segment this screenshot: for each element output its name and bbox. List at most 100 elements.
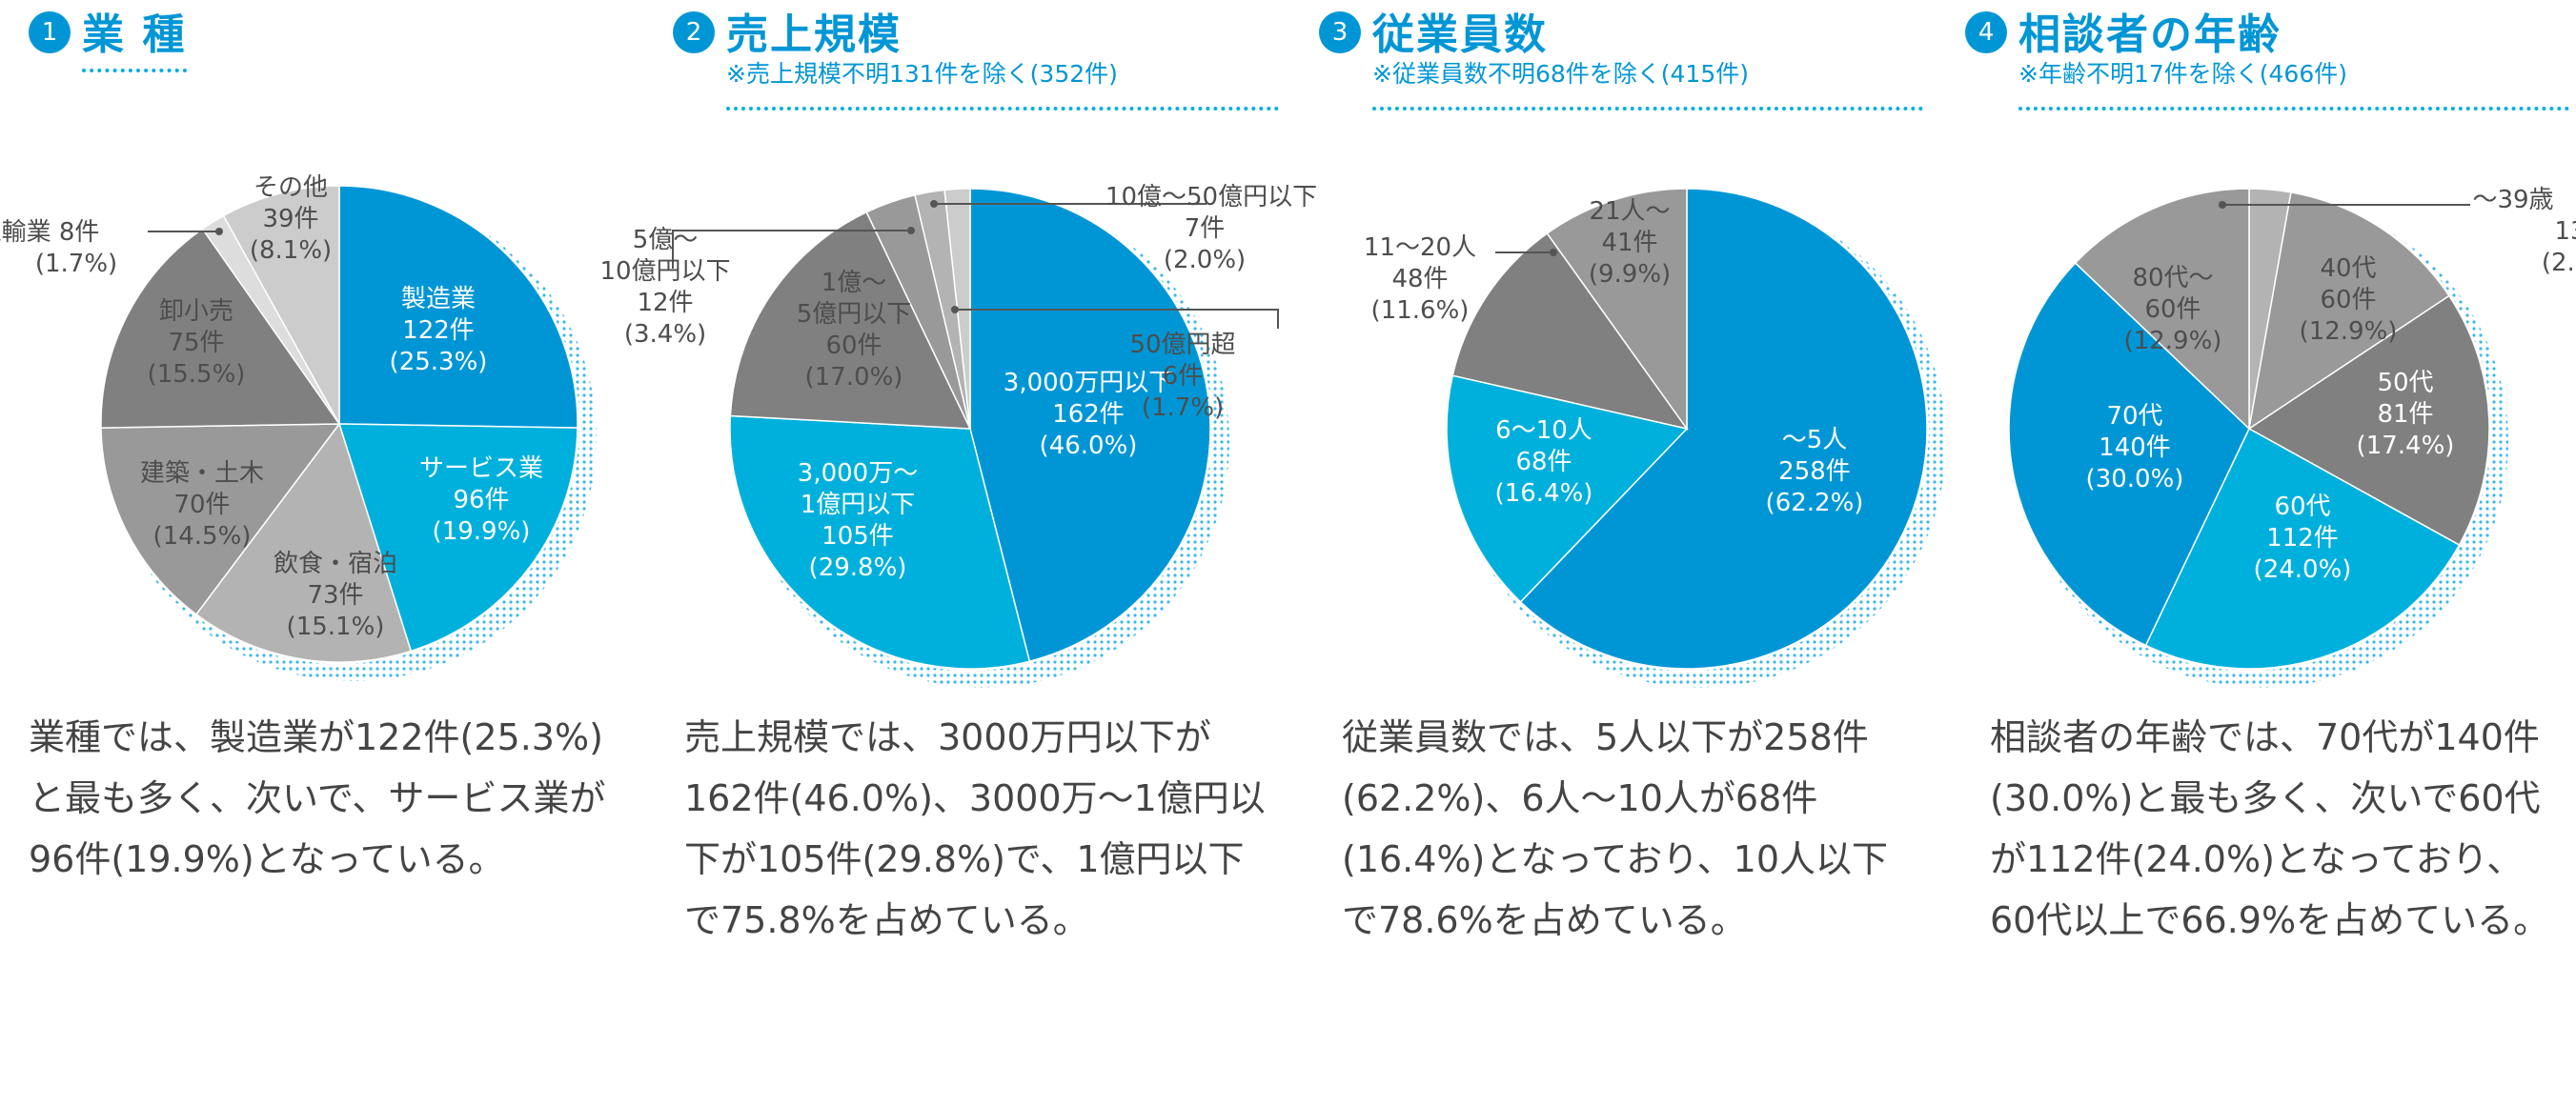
slice-label: 10億〜50億円以下 7件 (2.0%) xyxy=(1105,183,1317,274)
slice-label-line: (2.0%) xyxy=(1164,246,1246,274)
panel-title: 売上規模 xyxy=(726,10,902,59)
description-text: 売上規模では、3000万円以下が162件(46.0%)、3000万〜1億円以下が… xyxy=(684,716,1266,941)
slice-label-line: (62.2%) xyxy=(1766,489,1864,517)
panel-title: 業 種 xyxy=(82,10,187,59)
slice-label-line: 建築・土木 xyxy=(140,459,264,488)
pie-chart-employees: 〜5人 258件 (62.2%) 6〜10人 68件 (16.4%) 11〜20人 48件 (1… xyxy=(1364,187,1946,688)
slice-label-line: (2.8%) xyxy=(2542,249,2576,277)
pie-slice-6 xyxy=(2074,188,2250,431)
label-leader-dot xyxy=(930,200,938,208)
slice-label: 70代 140件 (30.0%) xyxy=(2086,402,2184,493)
pie-slice-3 xyxy=(1451,231,1689,431)
panel-number-badge: 3 xyxy=(1319,11,1361,53)
slice-label: 製造業 122件 (25.3%) xyxy=(390,285,488,376)
label-leader-dot xyxy=(1550,249,1557,256)
pie-slice-2 xyxy=(729,414,1031,670)
slice-label-line: 6〜10人 xyxy=(1495,416,1592,445)
label-leader-dot xyxy=(2219,201,2226,209)
slice-label: 3,000万円以下 162件 (46.0%) xyxy=(1004,369,1173,460)
slice-label-line: 飲食・宿泊 xyxy=(274,550,397,578)
slice-label-line: 60件 xyxy=(2320,286,2376,314)
panel-number-badge: 4 xyxy=(1965,11,2007,53)
slice-label-line: (3.4%) xyxy=(624,320,706,349)
slice-label-line: 60件 xyxy=(825,332,882,360)
slice-label-line: 12件 xyxy=(637,289,693,317)
slice-label: 60代 112件(24.0%) xyxy=(2254,493,2352,584)
description-text: 相談者の年齢では、70代が140件(30.0%)と最も多く、次いで60代が112… xyxy=(1990,716,2550,941)
slice-label: 運輸業 8件 (1.7%) xyxy=(0,218,117,278)
panel-description: 従業員数では、5人以下が258件(62.2%)、6人〜10人が68件(16.4%… xyxy=(1342,707,1914,951)
pie-slice-4 xyxy=(2144,427,2461,670)
slice-label-line: 258件 xyxy=(1778,457,1851,486)
slice-label-line: 41件 xyxy=(1601,229,1657,257)
slice-label-line: 〜5人 xyxy=(1782,426,1848,454)
slice-label-line: 75件 xyxy=(168,329,224,357)
slice-label-line: (1.7%) xyxy=(35,250,117,278)
panel-description: 売上規模では、3000万円以下が162件(46.0%)、3000万〜1億円以下が… xyxy=(684,707,1266,951)
title-underline xyxy=(82,69,187,72)
slice-label-line: その他 xyxy=(254,173,328,202)
pie-chart-sales: 3,000万円以下 162件 (46.0%) 3,000万〜 1億円以下 105件(29.… xyxy=(599,183,1317,688)
slice-label: 3,000万〜 1億円以下 105件(29.8%) xyxy=(798,459,918,582)
panel-description: 業種では、製造業が122件(25.3%)と最も多く、次いで、サービス業が96件(… xyxy=(29,707,610,890)
slice-label-line: 5億円以下 xyxy=(797,300,912,329)
slice-label-line: (14.5%) xyxy=(153,522,252,551)
panel-industry: 1 業 種 製造業 122件 (25.3%) サービス業 96件 (19.9%) 飲食・宿泊… xyxy=(0,0,619,1106)
slice-label-line: 〜39歳 xyxy=(2472,186,2553,214)
slice-label-line: 5億〜 xyxy=(633,226,699,254)
slice-label-line: 70件 xyxy=(173,491,230,519)
slice-label-line: 11〜20人 xyxy=(1364,233,1476,262)
slice-label-line: 39件 xyxy=(262,205,318,233)
panel-title: 従業員数 xyxy=(1372,10,1548,59)
description-text: 業種では、製造業が122件(25.3%)と最も多く、次いで、サービス業が96件(… xyxy=(29,716,606,880)
panel-note: ※売上規模不明131件を除く(352件) xyxy=(726,60,1118,88)
pie-slice-7 xyxy=(222,185,340,427)
pie-slice-3 xyxy=(194,422,413,663)
slice-label: 飲食・宿泊 73件 (15.1%) xyxy=(274,550,397,641)
slice-label-line: 48件 xyxy=(1391,265,1448,293)
pie-slice-4 xyxy=(100,423,341,615)
label-leader-dot xyxy=(951,306,959,313)
slice-label-line: (17.4%) xyxy=(2357,432,2455,460)
slice-label-line: (46.0%) xyxy=(1040,432,1138,460)
slice-label-line: 60代 xyxy=(2274,493,2330,521)
slice-label: 卸小売 75件 (15.5%) xyxy=(148,297,246,389)
slice-label-line: 21人〜 xyxy=(1589,197,1670,226)
pie-slice-5 xyxy=(100,228,341,429)
slice-label-line: (12.9%) xyxy=(2300,317,2398,346)
pie-chart-industry: 製造業 122件 (25.3%) サービス業 96件 (19.9%) 飲食・宿泊 73件 (15… xyxy=(0,173,597,681)
header-divider xyxy=(1372,107,1923,111)
slice-label: 40代 60件 (12.9%) xyxy=(2300,254,2398,346)
slice-label-line: (24.0%) xyxy=(2254,555,2352,584)
slice-label-line: (8.1%) xyxy=(250,236,332,265)
slice-label-line: 3,000万〜 xyxy=(798,459,918,488)
slice-label-line: 40代 xyxy=(2320,254,2376,283)
panel-description: 相談者の年齢では、70代が140件(30.0%)と最も多く、次いで60代が112… xyxy=(1990,707,2562,951)
label-leader-dot xyxy=(907,227,915,234)
pie-slice-3 xyxy=(729,211,972,430)
slice-label: 80代〜 60件 (12.9%) xyxy=(2124,264,2222,355)
pie-slice-2 xyxy=(1446,374,1689,603)
slice-label: 〜5人 258件 (62.2%) xyxy=(1766,426,1864,517)
label-leader-line xyxy=(672,230,911,269)
slice-label-line: 70代 xyxy=(2106,402,2162,431)
slice-label-line: 81件 xyxy=(2377,400,2433,429)
slice-label-line: 162件 xyxy=(1052,400,1125,429)
pie-slice-2 xyxy=(337,423,578,653)
slice-label: 1億〜 5億円以下 60件 (17.0%) xyxy=(797,269,912,392)
slice-label-line: (25.3%) xyxy=(390,348,488,376)
panel-employees: 3 従業員数 ※従業員数不明68件を除く(415件) 〜5人 258件 (62.2%… xyxy=(1319,0,1946,1106)
header-divider xyxy=(2018,107,2569,111)
slice-label-line: (19.9%) xyxy=(433,517,531,546)
slice-label-line: 13件 xyxy=(2554,217,2576,246)
pie-slice-1 xyxy=(1519,188,1928,670)
slice-label-line: 80代〜 xyxy=(2132,264,2213,292)
slice-label-line: (16.4%) xyxy=(1495,479,1593,508)
slice-label-line: (17.0%) xyxy=(805,363,903,392)
slice-label: サービス業 96件 (19.9%) xyxy=(419,454,543,546)
pie-slice-1 xyxy=(969,188,1211,663)
label-leader-dot xyxy=(215,228,223,235)
slice-label-line: 140件 xyxy=(2099,433,2171,462)
slice-label-line: 50億円超 xyxy=(1129,331,1235,359)
slice-label-line: (15.1%) xyxy=(287,613,385,641)
